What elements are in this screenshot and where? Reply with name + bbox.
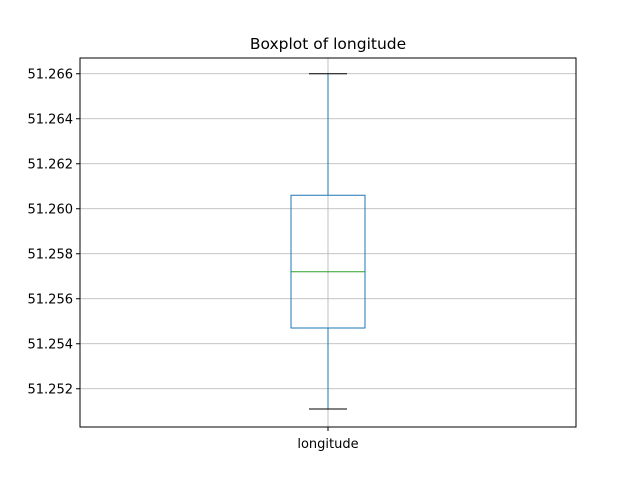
y-tick-label: 51.266	[28, 67, 74, 82]
iqr-box	[290, 194, 366, 329]
y-tick-label: 51.260	[28, 202, 74, 217]
chart-title: Boxplot of longitude	[250, 35, 406, 53]
x-tick-label: longitude	[297, 437, 358, 452]
y-tick-label: 51.256	[28, 292, 74, 307]
y-tick-label: 51.262	[28, 157, 74, 172]
y-tick-label: 51.254	[28, 337, 74, 352]
y-tick-label: 51.252	[28, 382, 74, 397]
data-layer	[290, 73, 366, 410]
y-tick-label: 51.258	[28, 247, 74, 262]
y-tick-label: 51.264	[28, 112, 74, 127]
tick-layer: 51.252 51.254 51.256 51.258 51.260 51.262 51.2…	[28, 67, 359, 452]
